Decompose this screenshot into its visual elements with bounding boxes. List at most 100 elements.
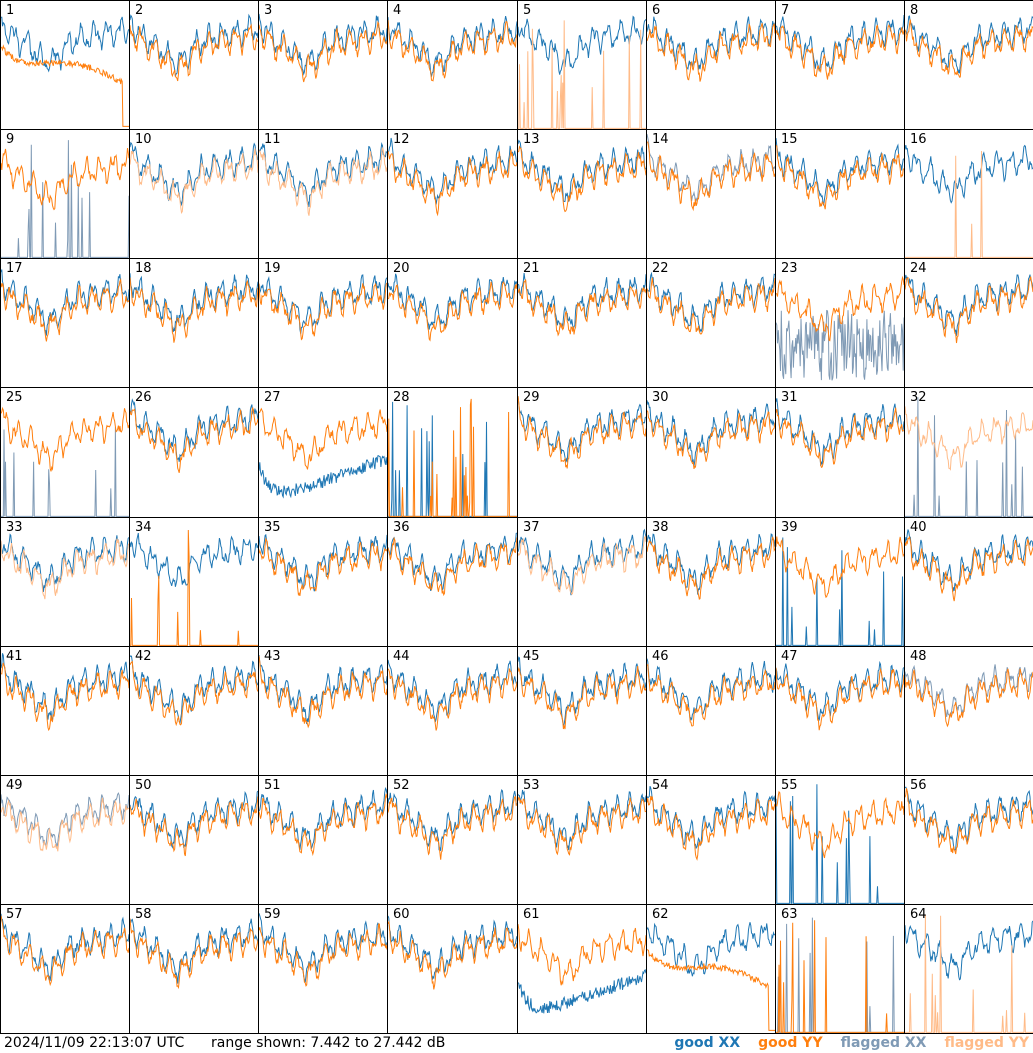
panel-plot xyxy=(905,664,1033,728)
panel-plot xyxy=(647,133,775,212)
panel-plot xyxy=(259,13,387,83)
legend-good-yy: good YY xyxy=(758,1035,823,1051)
legend-flagged-xx: flagged XX xyxy=(840,1035,927,1051)
antenna-panel: 17 xyxy=(0,258,130,388)
panel-plot xyxy=(905,786,1033,855)
yy-trace xyxy=(259,146,387,216)
xx-trace xyxy=(647,658,775,721)
panel-label: 56 xyxy=(910,778,927,793)
yy-trace xyxy=(1,797,129,852)
yy-trace xyxy=(388,920,517,990)
antenna-panel: 23 xyxy=(775,258,905,388)
panel-plot xyxy=(1,533,129,600)
panel-label: 17 xyxy=(6,261,23,276)
panel-label: 51 xyxy=(264,778,281,793)
yy-trace xyxy=(776,145,904,210)
antenna-panel: 51 xyxy=(258,775,388,905)
antenna-panel: 26 xyxy=(129,387,259,518)
xx-trace xyxy=(647,922,775,977)
antenna-panel: 30 xyxy=(646,387,776,518)
xx-trace xyxy=(905,274,1033,336)
yy-trace xyxy=(388,149,517,217)
panel-label: 37 xyxy=(523,520,540,535)
panel-plot xyxy=(1,406,129,517)
panel-label: 39 xyxy=(781,520,798,535)
panel-label: 26 xyxy=(135,390,152,405)
panel-plot xyxy=(905,914,1033,1033)
yy-trace xyxy=(388,398,517,517)
panel-label: 28 xyxy=(393,390,410,405)
panel-plot xyxy=(905,529,1033,602)
antenna-panel: 22 xyxy=(646,258,776,388)
yy-trace xyxy=(1,148,129,211)
panel-plot xyxy=(1,792,129,852)
legend-flagged-yy: flagged YY xyxy=(944,1035,1029,1051)
panel-label: 55 xyxy=(781,778,798,793)
antenna-panel: 20 xyxy=(387,258,518,388)
antenna-panel: 38 xyxy=(646,517,776,647)
yy-trace xyxy=(518,535,646,596)
yy-trace xyxy=(647,410,775,470)
xx-trace xyxy=(776,784,904,904)
panel-label: 35 xyxy=(264,520,281,535)
panel-label: 48 xyxy=(910,649,927,664)
panel-plot xyxy=(776,14,904,80)
panel-plot xyxy=(518,395,646,469)
panel-plot xyxy=(518,528,646,596)
panel-plot xyxy=(130,141,258,214)
panel-label: 42 xyxy=(135,649,152,664)
panel-label: 18 xyxy=(135,261,152,276)
yy-trace xyxy=(905,788,1033,855)
panel-label: 38 xyxy=(652,520,669,535)
antenna-panel: 33 xyxy=(0,517,130,647)
xx-trace xyxy=(518,273,646,331)
xx-trace xyxy=(776,398,904,467)
panel-label: 64 xyxy=(910,907,927,922)
panel-plot xyxy=(905,15,1033,78)
panel-label: 4 xyxy=(393,3,402,18)
yy-trace xyxy=(905,406,1033,471)
antenna-panel: 52 xyxy=(387,775,518,905)
panel-plot xyxy=(388,659,517,731)
yy-trace xyxy=(1,406,129,472)
xx-trace xyxy=(130,13,258,77)
yy-trace xyxy=(776,667,904,731)
antenna-panel: 44 xyxy=(387,646,518,776)
yy-trace xyxy=(259,923,387,987)
panel-label: 44 xyxy=(393,649,410,664)
antenna-panel: 46 xyxy=(646,646,776,776)
xx-trace xyxy=(1,426,129,517)
panel-plot xyxy=(259,533,387,597)
panel-plot xyxy=(130,790,258,857)
xx-trace xyxy=(647,271,775,334)
panel-label: 45 xyxy=(523,649,540,664)
xx-trace xyxy=(130,398,258,462)
panel-plot xyxy=(776,917,904,1033)
yy-trace xyxy=(259,793,387,857)
xx-trace xyxy=(388,915,517,980)
panel-label: 22 xyxy=(652,261,669,276)
xx-trace xyxy=(905,786,1033,852)
xx-trace xyxy=(776,14,904,73)
yy-trace xyxy=(776,23,904,80)
panel-plot xyxy=(776,536,904,646)
yy-trace xyxy=(647,141,775,212)
xx-trace xyxy=(518,528,646,596)
xx-trace xyxy=(130,655,258,725)
xx-trace xyxy=(259,533,387,592)
panel-plot xyxy=(388,398,517,517)
antenna-panel: 59 xyxy=(258,904,388,1034)
panel-label: 10 xyxy=(135,132,152,147)
yy-trace xyxy=(259,407,387,470)
antenna-panel: 4 xyxy=(387,0,518,130)
panel-plot xyxy=(130,918,258,990)
legend-good-xx: good XX xyxy=(674,1035,741,1051)
panel-plot xyxy=(388,273,517,342)
yy-trace xyxy=(130,148,258,214)
antenna-panel: 7 xyxy=(775,0,905,130)
yy-trace xyxy=(776,407,904,469)
xx-trace xyxy=(259,786,387,850)
panel-plot xyxy=(259,786,387,857)
xx-trace xyxy=(647,786,775,850)
panel-plot xyxy=(259,407,387,499)
